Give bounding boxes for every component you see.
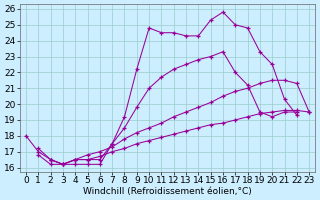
X-axis label: Windchill (Refroidissement éolien,°C): Windchill (Refroidissement éolien,°C): [83, 187, 252, 196]
